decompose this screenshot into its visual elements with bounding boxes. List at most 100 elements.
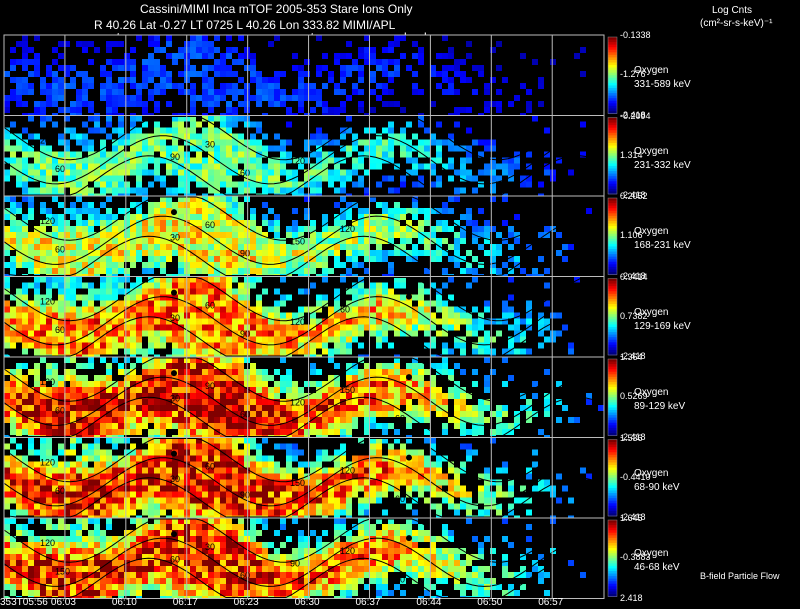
data-cell <box>388 423 394 429</box>
data-cell <box>40 497 46 504</box>
data-cell <box>16 497 22 504</box>
data-cell <box>268 262 274 268</box>
colorbar-segment <box>608 65 617 69</box>
data-cell <box>376 244 382 250</box>
data-cell <box>304 306 310 313</box>
data-cell <box>160 139 166 146</box>
data-cell <box>412 196 418 202</box>
data-cell <box>268 306 274 313</box>
data-cell <box>118 193 124 196</box>
data-cell <box>520 83 526 89</box>
data-cell <box>418 145 424 152</box>
data-cell <box>190 163 196 170</box>
data-cell <box>346 71 352 77</box>
data-cell <box>46 369 52 375</box>
data-cell <box>130 59 136 65</box>
data-cell <box>46 169 52 176</box>
data-cell <box>280 423 286 429</box>
data-cell <box>352 417 358 423</box>
data-cell <box>406 369 412 375</box>
data-cell <box>136 399 142 405</box>
colorbar-segment <box>608 281 617 285</box>
data-cell <box>178 276 184 283</box>
data-cell <box>202 163 208 170</box>
data-cell <box>142 282 148 289</box>
data-cell <box>100 232 106 238</box>
data-cell <box>202 515 208 518</box>
data-cell <box>238 220 244 226</box>
data-cell <box>136 381 142 387</box>
data-cell <box>52 417 58 423</box>
data-cell <box>40 145 46 152</box>
data-cell <box>358 288 364 295</box>
data-cell <box>82 503 88 510</box>
data-cell <box>160 342 166 349</box>
data-cell <box>46 89 52 95</box>
data-cell <box>82 467 88 474</box>
data-cell <box>160 244 166 250</box>
data-cell <box>28 256 34 262</box>
data-cell <box>46 220 52 226</box>
data-cell <box>238 455 244 462</box>
data-cell <box>112 256 118 262</box>
data-cell <box>190 437 196 444</box>
data-cell <box>172 443 178 450</box>
data-cell <box>124 101 130 107</box>
data-cell <box>232 232 238 238</box>
data-cell <box>412 330 418 337</box>
data-cell <box>496 318 502 325</box>
data-cell <box>292 89 298 95</box>
data-cell <box>100 282 106 289</box>
colorbar-segment <box>608 98 617 102</box>
data-cell <box>106 387 112 393</box>
data-cell <box>484 417 490 423</box>
data-cell <box>190 41 196 47</box>
data-cell <box>154 127 160 134</box>
data-cell <box>154 139 160 146</box>
data-cell <box>484 330 490 337</box>
data-cell <box>328 330 334 337</box>
data-cell <box>160 77 166 83</box>
data-cell <box>40 151 46 158</box>
data-cell <box>208 262 214 268</box>
data-cell <box>220 473 226 480</box>
data-cell <box>256 151 262 158</box>
data-cell <box>94 324 100 331</box>
data-cell <box>148 405 154 411</box>
data-cell <box>232 429 238 435</box>
data-cell <box>46 250 52 256</box>
data-cell <box>178 375 184 381</box>
data-cell <box>58 187 64 194</box>
data-cell <box>112 342 118 349</box>
data-cell <box>448 256 454 262</box>
data-cell <box>544 127 550 134</box>
data-cell <box>124 256 130 262</box>
data-cell <box>274 232 280 238</box>
data-cell <box>28 202 34 208</box>
data-cell <box>346 127 352 134</box>
data-cell <box>70 113 76 116</box>
data-cell <box>304 113 310 116</box>
data-cell <box>40 423 46 429</box>
data-cell <box>160 417 166 423</box>
data-cell <box>202 101 208 107</box>
data-cell <box>352 455 358 462</box>
data-cell <box>376 387 382 393</box>
data-cell <box>238 244 244 250</box>
data-cell <box>352 274 358 277</box>
data-cell <box>58 53 64 59</box>
data-cell <box>202 145 208 152</box>
data-cell <box>280 101 286 107</box>
data-cell <box>244 47 250 53</box>
data-cell <box>82 318 88 325</box>
data-cell <box>214 274 220 277</box>
data-cell <box>346 318 352 325</box>
data-cell <box>556 157 562 164</box>
data-cell <box>40 169 46 176</box>
data-cell <box>160 312 166 319</box>
data-cell <box>220 226 226 232</box>
data-cell <box>484 169 490 176</box>
data-cell <box>388 71 394 77</box>
data-cell <box>226 387 232 393</box>
data-cell <box>340 411 346 417</box>
